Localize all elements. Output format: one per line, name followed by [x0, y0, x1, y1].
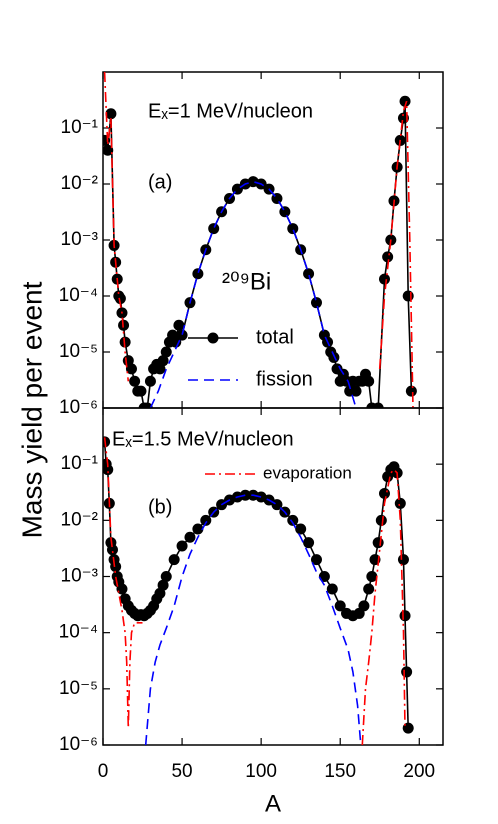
data-point — [287, 223, 299, 235]
y-tick-label: 10⁻² — [61, 509, 99, 530]
data-point — [399, 95, 411, 107]
annotation: (a) — [148, 171, 172, 193]
data-point — [105, 108, 117, 120]
data-point — [176, 329, 188, 341]
legend-label: total — [256, 326, 294, 348]
y-tick-label: 10⁻⁵ — [59, 341, 98, 362]
legend-marker — [207, 332, 219, 344]
data-point — [378, 488, 390, 500]
data-point — [401, 666, 413, 678]
annotation: Eₓ=1.5 MeV/nucleon — [112, 428, 294, 450]
data-point — [114, 293, 126, 305]
x-tick-label: 0 — [98, 761, 109, 782]
y-tick-label: 10⁻³ — [61, 229, 99, 250]
data-point — [157, 355, 169, 367]
data-point — [363, 375, 375, 387]
data-point — [192, 268, 204, 280]
data-point — [382, 251, 394, 263]
data-point — [135, 385, 147, 397]
legend-label: fission — [256, 368, 313, 390]
data-point — [303, 268, 315, 280]
x-tick-label: 150 — [324, 761, 356, 782]
data-point — [405, 385, 417, 397]
data-point — [397, 554, 409, 566]
data-point — [116, 583, 128, 595]
y-tick-label: 10⁻⁶ — [59, 734, 98, 755]
data-point — [106, 544, 118, 556]
data-point — [168, 554, 180, 566]
data-point — [372, 402, 384, 408]
data-point — [326, 583, 338, 595]
y-tick-label: 10⁻¹ — [61, 453, 99, 474]
data-point — [110, 561, 122, 573]
data-point — [184, 531, 196, 543]
series-line — [144, 494, 362, 745]
data-point — [279, 206, 291, 218]
series-line — [103, 441, 409, 729]
data-point — [125, 363, 137, 375]
x-tick-label: 50 — [171, 761, 192, 782]
plot-area — [103, 72, 417, 408]
data-point — [141, 402, 153, 408]
data-point — [119, 336, 131, 348]
data-point — [295, 523, 307, 535]
y-tick-label: 10⁻⁴ — [59, 622, 98, 643]
data-point — [160, 346, 172, 358]
data-point — [239, 489, 251, 501]
data-point — [375, 514, 387, 526]
data-point — [144, 375, 156, 387]
series-line — [103, 72, 130, 382]
data-point — [173, 319, 185, 331]
series-line — [103, 437, 143, 729]
y-tick-label: 10⁻⁴ — [59, 285, 98, 306]
data-point — [160, 571, 172, 582]
data-point — [192, 523, 204, 535]
data-point — [103, 464, 114, 476]
annotation: Eₓ=1 MeV/nucleon — [148, 100, 313, 122]
annotation: ²⁰⁹Bi — [222, 268, 271, 295]
annotation: (b) — [148, 496, 172, 518]
series-line — [103, 101, 413, 408]
data-point — [363, 583, 375, 595]
data-point — [378, 273, 390, 285]
y-tick-label: 10⁻¹ — [61, 117, 99, 138]
data-point — [176, 540, 188, 552]
plot-area — [103, 436, 414, 745]
data-point — [372, 537, 384, 549]
data-point — [200, 514, 212, 526]
data-point — [399, 610, 411, 622]
data-point — [303, 537, 315, 549]
x-axis-label: A — [265, 790, 281, 817]
series-line — [378, 101, 414, 408]
legend-label: evaporation — [263, 463, 352, 482]
data-point — [358, 600, 370, 612]
series-line — [361, 468, 406, 745]
data-point — [310, 554, 322, 566]
y-tick-label: 10⁻³ — [61, 566, 99, 587]
data-point — [334, 600, 346, 612]
plot-frame — [102, 407, 444, 746]
data-point — [103, 144, 114, 156]
x-tick-label: 200 — [403, 761, 435, 782]
y-tick-label: 10⁻² — [61, 173, 99, 194]
data-point — [350, 385, 362, 397]
y-axis-label: Mass yield per event — [16, 281, 47, 538]
data-point — [287, 514, 299, 526]
data-point — [394, 497, 406, 509]
data-point — [157, 579, 169, 591]
y-tick-label: 10⁻⁵ — [59, 678, 98, 699]
data-point — [271, 499, 283, 511]
data-point — [170, 336, 182, 348]
x-tick-label: 100 — [245, 761, 277, 782]
y-tick-label: 10⁻⁶ — [59, 397, 98, 418]
data-point — [402, 290, 414, 302]
data-point — [310, 297, 322, 309]
data-point — [129, 375, 141, 387]
data-point — [366, 571, 378, 582]
data-point — [208, 223, 220, 235]
series-line — [149, 180, 357, 408]
